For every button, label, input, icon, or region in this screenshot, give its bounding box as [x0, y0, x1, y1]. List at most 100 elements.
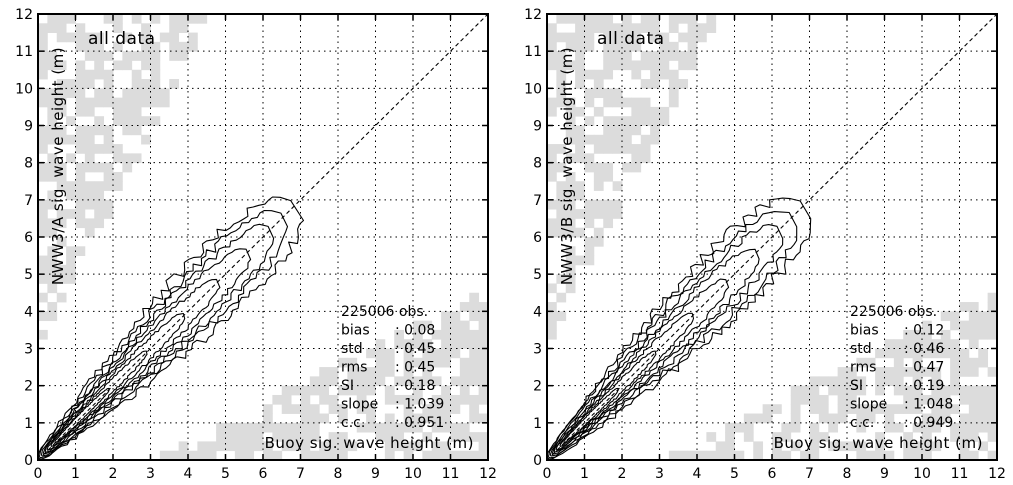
data-cell	[66, 88, 76, 99]
data-cell	[188, 41, 198, 52]
data-cell	[47, 227, 58, 238]
data-cell	[178, 41, 189, 52]
data-cell	[903, 450, 914, 460]
x-tick-label: 2	[109, 466, 118, 482]
data-cell	[459, 367, 470, 377]
data-cell	[328, 441, 339, 452]
data-cell	[328, 450, 339, 460]
data-cell	[197, 441, 208, 452]
data-cell	[631, 162, 642, 173]
data-cell	[272, 422, 283, 433]
data-cell	[668, 97, 679, 108]
data-cell	[547, 144, 557, 154]
y-tick-label: 12	[15, 7, 33, 23]
data-cell	[319, 376, 330, 387]
data-cell	[612, 88, 623, 99]
data-cell	[584, 134, 595, 145]
x-tick-label: 7	[296, 466, 305, 482]
data-cell	[893, 367, 904, 377]
data-cell	[593, 88, 604, 99]
data-cell	[56, 79, 67, 89]
data-cell	[612, 32, 623, 43]
data-cell	[603, 144, 614, 154]
data-cell	[987, 422, 997, 433]
data-cell	[940, 311, 951, 322]
data-cell	[375, 367, 386, 377]
data-cell	[640, 116, 651, 126]
data-cell	[66, 134, 76, 145]
data-cell	[66, 32, 76, 43]
data-cell	[893, 422, 904, 433]
data-cell	[940, 329, 951, 340]
sparse-data-cells	[547, 14, 997, 460]
data-cell	[47, 14, 58, 24]
data-cell	[469, 292, 480, 303]
data-cell	[659, 51, 670, 61]
y-tick-label: 7	[24, 193, 33, 209]
data-cell	[459, 302, 470, 312]
data-cell	[234, 450, 245, 460]
data-cell	[478, 357, 488, 368]
data-cell	[94, 144, 105, 154]
data-cell	[281, 404, 292, 414]
data-cell	[309, 432, 320, 442]
x-tick-label: 11	[442, 466, 460, 482]
data-cell	[584, 41, 595, 52]
data-cell	[940, 394, 951, 405]
data-cell	[978, 413, 989, 424]
data-cell	[790, 422, 801, 433]
data-cell	[622, 116, 632, 126]
data-cell	[103, 181, 114, 191]
x-tick-label: 2	[618, 466, 627, 482]
data-cell	[272, 450, 283, 460]
data-cell	[875, 432, 885, 442]
data-cell	[772, 432, 782, 442]
data-cell	[450, 320, 461, 331]
data-cell	[338, 413, 348, 424]
data-cell	[687, 23, 698, 33]
data-cell	[593, 162, 604, 173]
data-cell	[593, 23, 604, 33]
data-cell	[66, 264, 76, 275]
data-cell	[141, 60, 151, 71]
contour-line	[547, 211, 798, 459]
data-cell	[603, 97, 614, 108]
stat-label: std	[341, 341, 363, 357]
data-cell	[356, 376, 367, 387]
data-cell	[300, 394, 311, 405]
data-cell	[403, 450, 414, 460]
data-cell	[75, 134, 86, 145]
data-cell	[743, 432, 754, 442]
data-cell	[394, 394, 405, 405]
y-tick-label: 0	[533, 453, 542, 469]
data-cell	[113, 153, 123, 164]
data-cell	[300, 422, 311, 433]
data-cell	[622, 60, 632, 71]
y-tick-label: 9	[533, 119, 542, 135]
data-cell	[809, 422, 820, 433]
data-cell	[328, 432, 339, 442]
data-cell	[575, 125, 585, 136]
data-cell	[631, 23, 642, 33]
data-cell	[291, 422, 301, 433]
data-cell	[413, 376, 423, 387]
data-cell	[968, 385, 979, 396]
x-tick-label: 8	[843, 466, 852, 482]
data-cell	[375, 422, 386, 433]
y-tick-label: 0	[24, 453, 33, 469]
data-cell	[715, 450, 726, 460]
data-cell	[431, 376, 442, 387]
data-cell	[912, 339, 923, 349]
data-cell	[650, 51, 660, 61]
data-cell	[856, 413, 867, 424]
data-cell	[950, 311, 960, 322]
data-cell	[687, 14, 698, 24]
data-cell	[122, 32, 133, 43]
data-cell	[631, 41, 642, 52]
data-cell	[959, 367, 970, 377]
data-cell	[347, 441, 358, 452]
data-cell	[38, 51, 48, 61]
